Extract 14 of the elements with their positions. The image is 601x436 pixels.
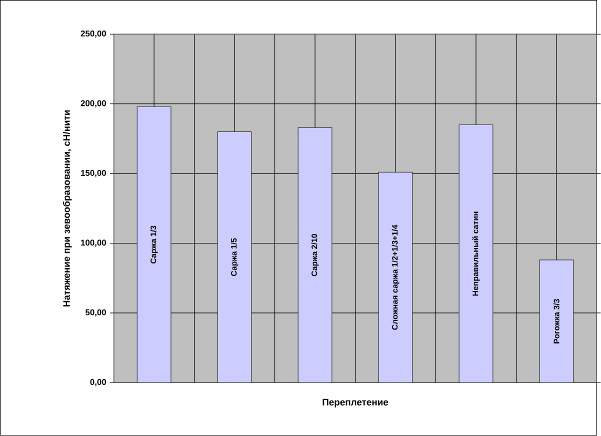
bar xyxy=(458,124,494,383)
bar xyxy=(378,172,413,383)
y-tick-label: 150,00 xyxy=(81,170,106,178)
bar xyxy=(298,127,332,383)
y-tick-label: 50,00 xyxy=(85,309,106,317)
bar xyxy=(217,132,252,383)
bar xyxy=(136,106,172,383)
bar xyxy=(539,260,574,383)
y-tick-label: 200,00 xyxy=(80,100,106,108)
x-axis-title: Переплетение xyxy=(322,399,388,408)
y-tick-label: 0,00 xyxy=(90,379,106,386)
y-tick-label: 100,00 xyxy=(81,240,106,247)
y-tick-label: 250,00 xyxy=(80,30,106,38)
y-axis-title: Натяжение при зевообразовании, сН/нити xyxy=(62,110,72,307)
